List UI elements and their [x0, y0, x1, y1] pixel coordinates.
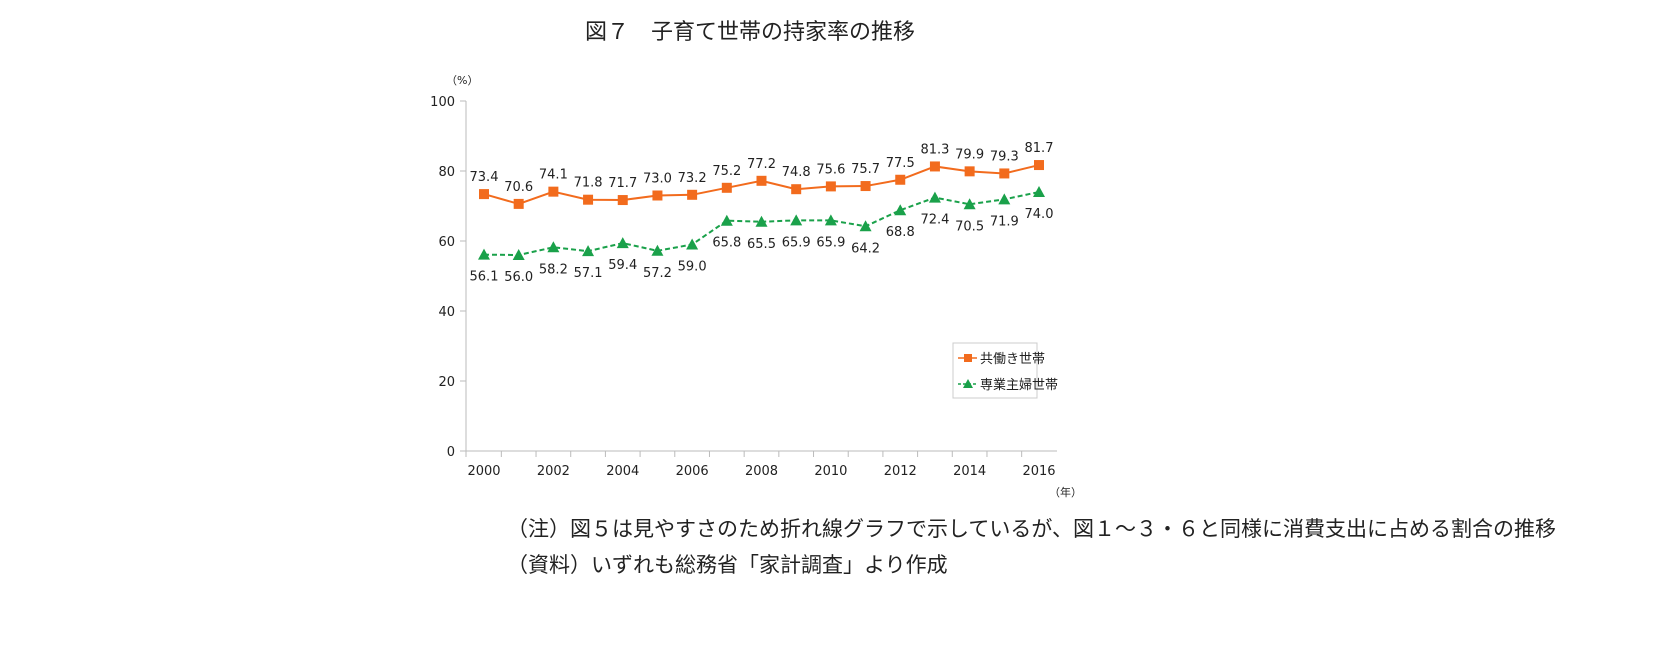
data-label: 79.9: [955, 147, 984, 162]
data-label: 75.2: [712, 164, 741, 179]
legend-label: 共働き世帯: [980, 352, 1045, 367]
data-label: 74.0: [1025, 207, 1054, 222]
x-tick-label: 2000: [467, 464, 500, 479]
data-label: 59.4: [608, 258, 637, 273]
data-label: 71.7: [608, 176, 637, 191]
x-tick-label: 2010: [814, 464, 847, 479]
y-tick-label: 100: [430, 95, 455, 110]
data-label: 57.1: [574, 266, 603, 281]
data-point-triangle: [894, 204, 907, 216]
data-point-square: [687, 189, 698, 200]
data-point-square: [825, 181, 836, 192]
data-point-square: [652, 190, 663, 201]
data-point-triangle: [478, 248, 490, 260]
data-point-triangle: [998, 193, 1011, 205]
data-label: 56.1: [470, 270, 499, 285]
legend-marker-triangle: [963, 379, 973, 388]
data-label: 77.5: [886, 156, 915, 171]
data-point-triangle: [651, 244, 664, 256]
data-point-triangle: [582, 245, 595, 257]
data-point-triangle: [963, 198, 976, 210]
x-tick-label: 2014: [953, 464, 986, 479]
data-point-square: [964, 166, 975, 177]
data-label: 65.8: [712, 236, 741, 251]
x-tick-label: 2006: [676, 464, 709, 479]
data-point-square: [929, 161, 940, 172]
x-tick-label: 2008: [745, 464, 778, 479]
data-label: 75.6: [816, 162, 845, 177]
legend-label: 専業主婦世帯: [980, 377, 1058, 393]
data-label: 75.7: [851, 162, 880, 177]
data-label: 73.4: [470, 170, 499, 185]
data-label: 79.3: [990, 149, 1019, 164]
data-label: 68.8: [886, 225, 915, 240]
data-label: 81.3: [920, 142, 949, 157]
data-point-square: [791, 184, 802, 195]
data-point-square: [617, 195, 628, 206]
data-point-square: [860, 181, 871, 192]
data-point-triangle: [686, 238, 699, 250]
data-point-square: [548, 186, 559, 197]
x-tick-label: 2002: [537, 464, 570, 479]
data-point-triangle: [790, 214, 803, 226]
data-label: 73.2: [678, 171, 707, 186]
line-chart: 0 20 40 60 80 100 2000 2002 2004 2006 2008 2010 2012…: [430, 74, 1082, 499]
data-label: 70.6: [504, 180, 533, 195]
y-axis-unit: （%）: [446, 74, 478, 87]
data-point-square: [756, 175, 767, 186]
data-label: 71.8: [574, 176, 603, 191]
data-point-triangle: [547, 241, 560, 253]
data-point-square: [1034, 160, 1044, 171]
data-point-square: [721, 182, 732, 193]
data-label: 70.5: [955, 219, 984, 234]
data-point-square: [583, 194, 594, 205]
x-tick-label: 2004: [606, 464, 639, 479]
data-point-triangle: [824, 214, 837, 226]
data-label: 65.9: [816, 235, 845, 250]
y-tick-label: 40: [438, 305, 455, 320]
data-point-triangle: [928, 191, 941, 203]
source-text: （資料）いずれも総務省「家計調査」より作成: [507, 553, 948, 577]
data-label: 72.4: [920, 213, 949, 228]
x-tick-label: 2012: [884, 464, 917, 479]
data-label: 77.2: [747, 157, 776, 172]
data-label: 58.2: [539, 262, 568, 277]
data-point-triangle: [1033, 186, 1045, 197]
y-tick-label: 80: [438, 165, 455, 180]
chart-title: 図７ 子育て世帯の持家率の推移: [584, 20, 915, 45]
data-point-triangle: [755, 215, 768, 227]
data-point-triangle: [616, 237, 629, 249]
y-tick-label: 60: [438, 235, 455, 250]
data-label: 56.0: [504, 270, 533, 285]
note-text: （注）図５は見やすさのため折れ線グラフで示しているが、図１～３・６と同様に消費支…: [507, 517, 1556, 541]
data-point-triangle: [720, 214, 733, 226]
data-label: 64.2: [851, 241, 880, 256]
y-tick-label: 20: [438, 375, 455, 390]
data-point-square: [999, 168, 1010, 179]
y-tick-label: 0: [447, 445, 455, 460]
x-axis-unit: （年）: [1049, 485, 1082, 499]
data-point-square: [895, 174, 906, 185]
data-point-triangle: [859, 220, 872, 232]
data-point-square: [479, 189, 489, 200]
data-point-square: [513, 198, 524, 209]
data-label: 65.9: [782, 235, 811, 250]
data-label: 74.1: [539, 168, 568, 183]
data-label: 74.8: [782, 165, 811, 180]
legend-box: [952, 342, 1038, 399]
data-label: 73.0: [643, 172, 672, 187]
data-label: 71.9: [990, 214, 1019, 229]
data-label: 65.5: [747, 237, 776, 252]
data-label: 57.2: [643, 266, 672, 281]
legend-marker-square: [964, 354, 972, 362]
data-label: 59.0: [678, 260, 707, 275]
data-label: 81.7: [1025, 141, 1054, 156]
data-point-triangle: [512, 249, 525, 260]
x-tick-label: 2016: [1022, 464, 1055, 479]
